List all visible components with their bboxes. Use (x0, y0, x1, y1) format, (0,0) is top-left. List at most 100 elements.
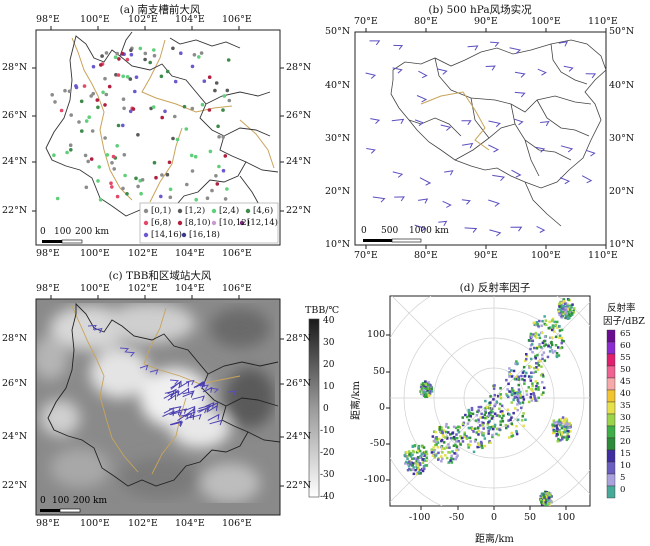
panel-a-ytick-right-22: 22°N (286, 205, 312, 216)
wind-barb (534, 146, 546, 153)
panel-c-colorbar-tick: -40 (320, 492, 335, 502)
wind-barb (175, 408, 188, 414)
echo-cell (546, 492, 549, 495)
wind-barb (184, 411, 195, 418)
echo-cell (466, 422, 470, 425)
station-dot (217, 135, 221, 139)
echo-cell (543, 386, 546, 390)
echo-cell (441, 447, 444, 450)
echo-cell (547, 502, 550, 505)
echo-cell (433, 449, 437, 452)
echo-cell (559, 346, 562, 350)
wind-barb (149, 369, 159, 375)
station-dot (65, 150, 69, 155)
echo-cell (487, 421, 490, 424)
echo-cell (440, 429, 444, 432)
station-dot (197, 55, 201, 59)
echo-cell (432, 439, 436, 443)
echo-cell (563, 428, 566, 431)
wind-barb (442, 200, 452, 208)
echo-cell (480, 442, 483, 445)
echo-cell (562, 420, 565, 424)
panel-a-legend-label: [6,8) (151, 218, 172, 228)
panel-c-title: (c) TBB和区域站大风 (108, 270, 212, 282)
echo-cell (478, 424, 482, 427)
station-dot (86, 159, 90, 164)
wind-barb (488, 120, 501, 128)
wind-barb (419, 177, 432, 186)
echo-cell (424, 387, 427, 391)
echo-cell (511, 434, 515, 437)
echo-cell (417, 461, 420, 465)
echo-cell (419, 463, 422, 467)
echo-cell (447, 431, 450, 434)
echo-cell (555, 434, 558, 438)
echo-cell (517, 375, 520, 378)
echo-cell (557, 354, 561, 357)
echo-cell (517, 383, 520, 387)
echo-cell (554, 335, 558, 339)
echo-cell (490, 410, 493, 413)
panel-d-ylabel: 距离/km (350, 381, 362, 420)
panel-a-legend-label: [1,2) (185, 206, 206, 216)
station-dot (80, 129, 84, 133)
panel-c-xtick-bottom-100: 100°E (80, 518, 110, 529)
echo-cell (426, 389, 429, 392)
echo-cell (535, 321, 539, 324)
wind-barb (169, 379, 180, 385)
echo-cell (555, 421, 558, 424)
echo-cell (543, 335, 547, 339)
echo-cell (407, 450, 411, 453)
echo-cell (553, 350, 557, 353)
echo-cell (565, 422, 568, 425)
wind-barb (489, 229, 502, 237)
echo-cell (569, 314, 572, 317)
echo-cell (411, 462, 415, 465)
echo-cell (537, 396, 540, 400)
echo-cell (440, 455, 443, 458)
echo-cell (521, 371, 525, 374)
echo-cell (488, 419, 491, 423)
echo-cell (556, 430, 560, 433)
echo-cell (489, 413, 492, 417)
echo-cell (435, 443, 438, 446)
echo-cell (566, 316, 570, 320)
echo-cell (441, 430, 444, 434)
colorbar-label: 0 (620, 485, 626, 495)
echo-cell (470, 426, 473, 429)
echo-cell (535, 366, 538, 369)
panel-a-legend-label: [12,14) (247, 218, 278, 228)
panel-a-xtick-top-106: 106°E (222, 14, 252, 25)
panel-d-title: (d) 反射率因子 (459, 282, 531, 294)
station-dot (89, 157, 94, 161)
echo-cell (527, 375, 531, 378)
echo-cell (560, 431, 564, 434)
echo-cell (534, 331, 538, 335)
echo-cell (405, 460, 408, 464)
echo-cell (535, 347, 539, 350)
station-dot (140, 178, 145, 182)
echo-cell (423, 451, 426, 454)
echo-cell (549, 336, 552, 339)
echo-cell (420, 387, 424, 390)
echo-cell (424, 380, 427, 383)
echo-cell (417, 471, 421, 474)
colorbar-label: 10 (620, 461, 631, 471)
echo-cell (453, 452, 456, 455)
echo-cell (549, 346, 552, 349)
wind-barb (209, 387, 219, 394)
station-dot (165, 69, 170, 74)
station-dot (69, 113, 73, 117)
echo-cell (414, 461, 417, 465)
wind-barb (167, 394, 177, 401)
panel-a-xtick-bottom-100: 100°E (80, 248, 110, 259)
wind-barb (180, 412, 193, 419)
echo-cell (551, 351, 555, 354)
echo-cell (536, 362, 539, 365)
echo-cell (550, 349, 554, 352)
panel-a-legend-swatch (211, 208, 217, 214)
panel-a-ytick-left-22: 22°N (2, 205, 28, 216)
echo-cell (508, 436, 511, 439)
echo-cell (406, 468, 410, 472)
echo-cell (493, 412, 497, 415)
